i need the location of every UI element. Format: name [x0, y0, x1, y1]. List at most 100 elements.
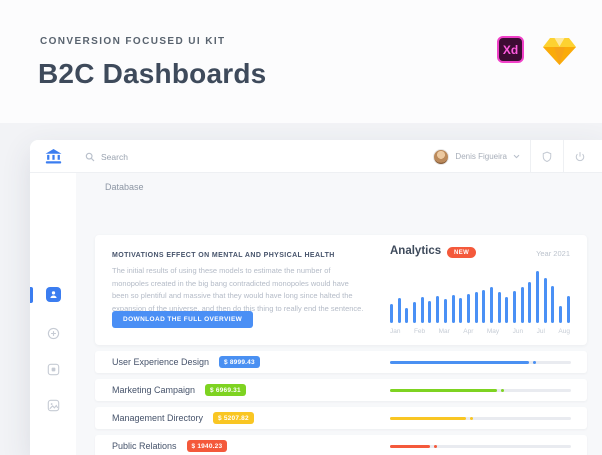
chevron-down-icon	[513, 154, 520, 159]
adobe-xd-icon: Xd	[497, 36, 524, 63]
bank-logo-icon	[45, 149, 61, 164]
sidebar-item-gallery[interactable]	[30, 399, 76, 415]
sidebar-item-users[interactable]	[30, 287, 76, 303]
bar-chart	[390, 271, 570, 323]
chart-bar	[420, 297, 424, 323]
year-filter[interactable]: Year 2021	[536, 249, 570, 258]
promo-kicker: CONVERSION FOCUSED UI KIT	[40, 36, 226, 47]
project-value-badge: $ 6969.31	[205, 384, 246, 396]
plus-circle-icon	[47, 327, 59, 340]
progress-dot	[470, 416, 474, 420]
progress-fill	[390, 444, 430, 448]
project-list: User Experience Design $ 8999.43 Marketing…	[95, 351, 587, 455]
power-icon	[575, 151, 585, 161]
month-label: Mar	[438, 328, 450, 335]
chart-bar	[528, 282, 532, 323]
chart-bar	[559, 306, 563, 323]
topbar-actions: Denis Figueira	[423, 140, 596, 173]
month-label: Feb	[413, 328, 426, 335]
project-value-badge: $ 1940.23	[186, 440, 228, 452]
user-name: Denis Figueira	[455, 152, 507, 161]
project-row[interactable]: Public Relations $ 1940.23	[95, 435, 587, 455]
progress-dot	[533, 360, 537, 364]
chart-bar	[520, 286, 524, 323]
user-icon	[45, 287, 61, 302]
image-icon	[47, 399, 59, 412]
project-value-badge: $ 8999.43	[219, 356, 260, 368]
project-label: Marketing Campaign	[112, 385, 196, 395]
overview-heading: MOTIVATIONS EFFECT ON MENTAL AND PHYSICA…	[112, 252, 335, 259]
month-label: Aug	[558, 328, 570, 335]
sidebar	[30, 173, 76, 455]
progress-fill	[390, 388, 497, 392]
dashboard-window: Search Denis Figueira	[30, 140, 602, 455]
project-label: Management Directory	[112, 413, 204, 423]
app-logo[interactable]	[30, 140, 76, 173]
month-label: Jan	[390, 328, 401, 335]
divider	[563, 140, 564, 173]
month-label: Apr	[463, 328, 474, 335]
security-button[interactable]	[531, 140, 563, 173]
chart-bar	[405, 308, 409, 323]
divider	[530, 140, 531, 173]
analytics-title: Analytics	[390, 245, 442, 257]
progress-fill	[390, 416, 467, 420]
analytics-card: MOTIVATIONS EFFECT ON MENTAL AND PHYSICA…	[95, 235, 587, 345]
progress-track	[390, 416, 571, 420]
overview-body: The initial results of using these model…	[112, 266, 364, 313]
chart-bar	[428, 301, 432, 323]
avatar	[433, 148, 450, 165]
search-input[interactable]: Search	[85, 140, 128, 173]
folder-icon	[47, 363, 59, 376]
chart-bar	[413, 302, 417, 323]
chart-bar	[482, 289, 486, 323]
search-placeholder: Search	[101, 151, 128, 162]
progress-dot	[500, 388, 504, 392]
progress-track	[390, 388, 571, 392]
chart-bar	[505, 297, 509, 323]
chart-bar	[497, 291, 501, 323]
chart-bar	[397, 298, 401, 323]
chart-bar	[466, 293, 470, 323]
progress-dot	[433, 444, 437, 448]
new-badge: NEW	[447, 247, 477, 258]
sidebar-item-projects[interactable]	[30, 363, 76, 379]
sidebar-active-indicator	[30, 287, 33, 303]
download-overview-button[interactable]: DOWNLOAD THE FULL OVERVIEW	[112, 311, 254, 328]
chart-bar	[436, 295, 440, 323]
sketch-icon	[543, 38, 576, 65]
chart-bar	[566, 295, 570, 323]
chart-bar	[489, 286, 493, 323]
chart-bar	[443, 299, 447, 323]
month-label: May	[486, 328, 500, 335]
search-icon	[85, 152, 95, 161]
progress-track	[390, 360, 571, 364]
chart-bar	[474, 291, 478, 323]
project-row[interactable]: Management Directory $ 5207.82	[95, 407, 587, 429]
project-label: User Experience Design	[112, 357, 210, 367]
chart-bar	[390, 304, 393, 323]
chart-bar	[459, 298, 463, 323]
chart-bar	[543, 278, 547, 323]
sidebar-item-add[interactable]	[30, 327, 76, 343]
month-label: Jul	[536, 328, 545, 335]
logout-button[interactable]	[564, 140, 596, 173]
adobe-xd-label: Xd	[502, 42, 519, 57]
breadcrumb: Database	[105, 182, 144, 192]
progress-fill	[390, 360, 530, 364]
project-row[interactable]: User Experience Design $ 8999.43	[95, 351, 587, 373]
project-label: Public Relations	[112, 441, 177, 451]
content-area: Database MOTIVATIONS EFFECT ON MENTAL AN…	[76, 173, 602, 455]
chart-bar	[451, 294, 455, 323]
progress-track	[390, 444, 571, 448]
page-title: B2C Dashboards	[38, 58, 267, 89]
month-label: Jun	[512, 328, 524, 335]
user-menu[interactable]: Denis Figueira	[423, 148, 530, 165]
project-row[interactable]: Marketing Campaign $ 6969.31	[95, 379, 587, 401]
chart-month-labels: Jan Feb Mar Apr May Jun Jul Aug	[390, 328, 570, 335]
project-value-badge: $ 5207.82	[213, 412, 254, 424]
chart-bar	[513, 290, 516, 323]
shield-icon	[542, 151, 552, 162]
chart-bar	[551, 285, 555, 323]
